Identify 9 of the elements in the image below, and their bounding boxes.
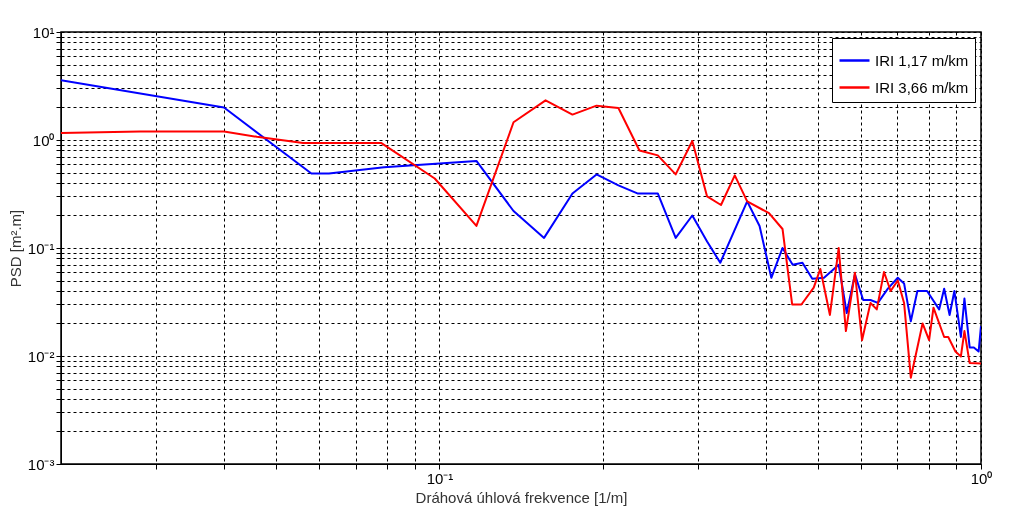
legend-label: IRI 3,66 m/km: [875, 78, 969, 96]
y-tick-label: 10⁰: [32, 131, 55, 149]
y-tick-label: 10¹: [32, 23, 55, 41]
y-axis-title: PSD [m².m]: [6, 209, 24, 288]
y-tick-label: 10⁻²: [27, 347, 55, 365]
x-axis-title: Dráhová úhlová frekvence [1/m]: [415, 488, 628, 506]
y-tick-label: 10⁻¹: [27, 239, 55, 257]
legend-label: IRI 1,17 m/km: [875, 51, 969, 69]
y-tick-label: 10⁻³: [27, 455, 55, 473]
